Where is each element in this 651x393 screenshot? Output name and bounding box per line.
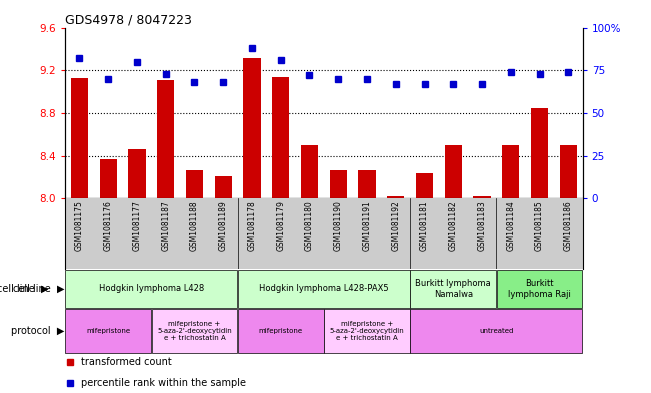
Bar xyxy=(358,170,376,198)
Bar xyxy=(410,270,496,308)
Text: Hodgkin lymphoma L428: Hodgkin lymphoma L428 xyxy=(99,285,204,293)
Bar xyxy=(65,270,238,308)
Bar xyxy=(186,170,203,198)
Text: GSM1081187: GSM1081187 xyxy=(161,200,170,251)
Bar xyxy=(301,145,318,198)
Bar xyxy=(502,145,519,198)
Bar xyxy=(100,159,117,198)
Bar xyxy=(272,77,289,198)
Bar xyxy=(128,149,146,198)
Text: untreated: untreated xyxy=(479,328,514,334)
Text: GSM1081183: GSM1081183 xyxy=(478,200,486,251)
Bar xyxy=(560,145,577,198)
Bar xyxy=(152,309,238,353)
Bar xyxy=(157,80,174,198)
Text: percentile rank within the sample: percentile rank within the sample xyxy=(81,378,245,388)
Bar xyxy=(445,145,462,198)
Text: GSM1081175: GSM1081175 xyxy=(75,200,84,251)
Text: protocol  ▶: protocol ▶ xyxy=(11,326,64,336)
Text: Burkitt
lymphoma Raji: Burkitt lymphoma Raji xyxy=(508,279,571,299)
Text: GSM1081177: GSM1081177 xyxy=(133,200,141,251)
Text: mifepristone +
5-aza-2'-deoxycytidin
e + trichostatin A: mifepristone + 5-aza-2'-deoxycytidin e +… xyxy=(157,321,232,341)
Text: GSM1081189: GSM1081189 xyxy=(219,200,228,251)
Text: GSM1081180: GSM1081180 xyxy=(305,200,314,251)
Bar xyxy=(410,309,583,353)
Bar xyxy=(531,108,548,198)
Text: mifepristone +
5-aza-2'-deoxycytidin
e + trichostatin A: mifepristone + 5-aza-2'-deoxycytidin e +… xyxy=(329,321,404,341)
Bar xyxy=(473,196,491,198)
Bar xyxy=(497,270,583,308)
Text: transformed count: transformed count xyxy=(81,356,171,367)
Text: Burkitt lymphoma
Namalwa: Burkitt lymphoma Namalwa xyxy=(415,279,491,299)
Text: GSM1081178: GSM1081178 xyxy=(247,200,256,251)
Bar xyxy=(387,196,404,198)
Bar xyxy=(324,309,410,353)
Bar xyxy=(238,309,324,353)
Text: mifepristone: mifepristone xyxy=(258,328,303,334)
Text: cell line  ▶: cell line ▶ xyxy=(13,284,64,294)
Text: GSM1081192: GSM1081192 xyxy=(391,200,400,251)
Text: GDS4978 / 8047223: GDS4978 / 8047223 xyxy=(65,13,192,26)
Text: GSM1081179: GSM1081179 xyxy=(276,200,285,251)
Text: cell line  ▶: cell line ▶ xyxy=(0,284,48,294)
Text: GSM1081185: GSM1081185 xyxy=(535,200,544,251)
Bar xyxy=(329,170,347,198)
Text: GSM1081190: GSM1081190 xyxy=(334,200,342,251)
Text: mifepristone: mifepristone xyxy=(86,328,130,334)
Bar xyxy=(238,270,410,308)
Text: GSM1081181: GSM1081181 xyxy=(420,200,429,250)
Text: GSM1081184: GSM1081184 xyxy=(506,200,515,251)
Bar xyxy=(215,176,232,198)
Text: GSM1081186: GSM1081186 xyxy=(564,200,573,251)
Text: GSM1081188: GSM1081188 xyxy=(190,200,199,250)
Bar xyxy=(71,78,88,198)
Bar xyxy=(243,59,260,198)
Text: GSM1081182: GSM1081182 xyxy=(449,200,458,250)
Text: Hodgkin lymphoma L428-PAX5: Hodgkin lymphoma L428-PAX5 xyxy=(259,285,389,293)
Text: GSM1081191: GSM1081191 xyxy=(363,200,372,251)
Bar xyxy=(416,173,433,198)
Bar xyxy=(65,309,151,353)
Text: GSM1081176: GSM1081176 xyxy=(104,200,113,251)
